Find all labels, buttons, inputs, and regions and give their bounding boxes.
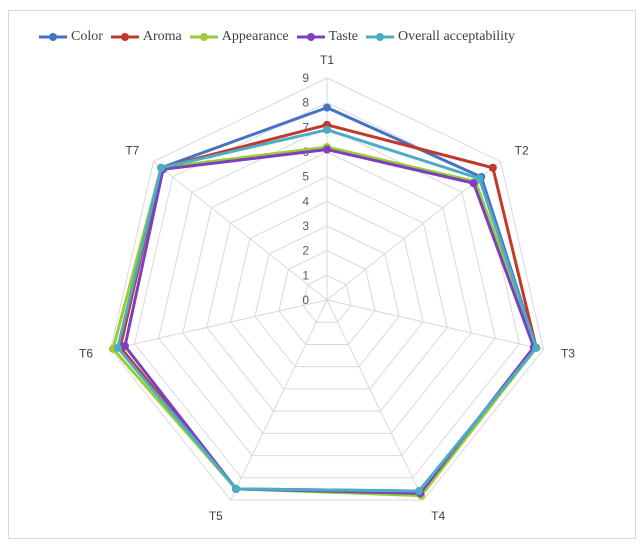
point-overall-acceptability-T6 [113, 343, 122, 352]
grid-ring-6 [182, 151, 472, 434]
series-overall-acceptability [113, 125, 541, 496]
point-overall-acceptability-T2 [475, 174, 484, 183]
tick-label-9: 9 [302, 71, 309, 85]
point-overall-acceptability-T1 [323, 125, 331, 134]
chart-legend: Color Aroma Appearance Taste Overall accepta… [38, 26, 522, 48]
spoke-T7 [153, 161, 328, 301]
series-taste [120, 145, 538, 498]
grid-ring-3 [254, 225, 400, 368]
point-overall-acceptability-T7 [157, 163, 166, 172]
grid-ring-9 [110, 77, 544, 501]
axis-label-T5: T5 [209, 509, 223, 523]
point-overall-acceptability-T3 [532, 343, 541, 352]
point-taste-T6 [120, 342, 129, 351]
series-appearance [108, 143, 541, 500]
grid-ring-2 [278, 250, 376, 345]
grid-ring-5 [206, 176, 448, 412]
legend-swatch-appearance [189, 33, 218, 41]
series-line-taste [123, 148, 536, 495]
legend-label-overall-acceptability: Overall acceptability [397, 29, 515, 44]
chart-frame [8, 10, 636, 539]
legend-item-overall-acceptability: Overall acceptability [365, 29, 515, 45]
axis-label-T2: T2 [515, 143, 529, 157]
legend-swatch-taste [296, 33, 325, 41]
legend-label-aroma: Aroma [142, 29, 182, 44]
series-layer [108, 103, 541, 500]
legend-label-taste: Taste [328, 29, 358, 44]
tick-label-1: 1 [302, 268, 309, 282]
spoke-T3 [326, 299, 544, 350]
legend-item-taste: Taste [296, 29, 358, 45]
grid-layer [110, 77, 544, 501]
legend-item-aroma: Aroma [110, 29, 182, 45]
axis-label-T7: T7 [125, 143, 139, 157]
legend-swatch-aroma [110, 33, 139, 41]
spoke-T5 [230, 299, 328, 501]
legend-label-appearance: Appearance [221, 29, 289, 44]
axis-label-T4: T4 [431, 509, 445, 523]
tick-label-0: 0 [302, 293, 309, 307]
spoke-T4 [326, 299, 424, 501]
tick-label-4: 4 [302, 194, 309, 208]
tick-label-7: 7 [302, 120, 309, 134]
series-line-overall-acceptability [116, 128, 538, 493]
series-line-appearance [111, 145, 538, 498]
grid-ring-4 [230, 200, 424, 390]
axis-label-T6: T6 [79, 346, 93, 360]
tick-label-5: 5 [302, 170, 309, 184]
point-taste-T1 [323, 145, 331, 154]
tick-label-3: 3 [302, 219, 309, 233]
tick-label-8: 8 [302, 96, 309, 110]
axis-label-T1: T1 [320, 53, 334, 67]
legend-item-appearance: Appearance [189, 29, 289, 45]
legend-item-color: Color [38, 29, 103, 45]
axis-label-T3: T3 [561, 346, 575, 360]
point-taste-T2 [469, 179, 478, 188]
axis-label-layer: T1 T2 T3 T4 T5 T6 T7 [79, 53, 575, 523]
point-overall-acceptability-T4 [415, 487, 424, 496]
point-color-T1 [323, 103, 331, 112]
spoke-T6 [110, 299, 328, 350]
legend-label-color: Color [71, 29, 103, 44]
grid-ring-7 [158, 126, 496, 457]
point-overall-acceptability-T5 [232, 484, 241, 493]
grid-ring-1 [302, 274, 352, 323]
tick-label-2: 2 [302, 244, 309, 258]
legend-swatch-overall-acceptability [365, 33, 394, 41]
point-aroma-T2 [488, 163, 497, 172]
legend-swatch-color [39, 33, 67, 41]
